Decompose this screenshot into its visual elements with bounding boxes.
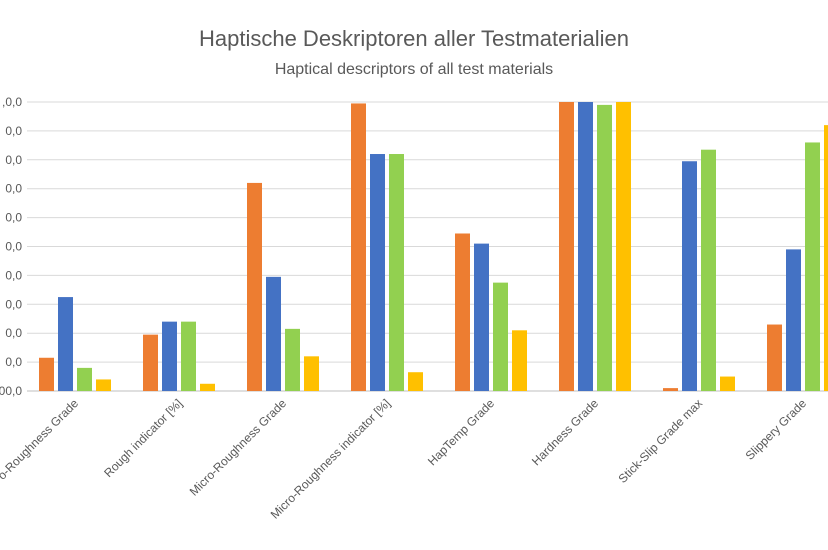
chart-title: Haptische Deskriptoren aller Testmateria… [198,26,629,51]
y-tick-label: 0,0 [5,182,22,196]
bar [578,102,593,391]
bar [266,276,281,391]
bar [39,357,54,391]
y-tick-label: 0,0 [5,297,22,311]
bar [805,142,820,391]
bar [512,330,527,391]
x-category-label: Micro-Roughness Grade [187,396,290,499]
bar [474,243,489,391]
bar [96,379,111,391]
bar [824,125,828,392]
bar [162,321,177,391]
bar [701,149,716,391]
bar [389,154,404,391]
x-category-label: HapTemp Grade [425,396,497,468]
x-axis-category-labels: o-Roughness Grade Rough indicator [%] Micr… [0,396,809,522]
x-category-label: o-Roughness Grade [0,396,81,483]
bar [200,383,215,391]
x-category-label: Hardness Grade [529,396,601,468]
bar [682,161,697,391]
bar [597,104,612,391]
bar [77,367,92,391]
bar [285,328,300,391]
y-axis-tick-labels: 00,0 0,0 0,0 0,0 0,0 0,0 0,0 0,0 0,0 0,0 ,0,0 [0,95,22,398]
y-tick-label: ,0,0 [2,95,22,109]
y-tick-label: 0,0 [5,124,22,138]
bar [143,334,158,391]
bar [767,324,782,391]
y-tick-label: 0,0 [5,326,22,340]
bar [408,372,423,391]
bar [351,103,366,391]
bar [304,356,319,391]
bar [559,102,574,391]
x-category-label: Stick-Slip Grade max [616,396,706,486]
bar [786,249,801,391]
bar [720,376,735,391]
bar [247,182,262,391]
y-tick-label: 0,0 [5,211,22,225]
bar [455,233,470,391]
x-category-label: Micro-Roughness indicator [%] [268,396,393,521]
x-category-label: Rough indicator [%] [101,396,185,480]
bar [663,388,678,391]
bar [181,321,196,391]
x-category-label: Slippery Grade [743,396,810,463]
y-tick-label: 0,0 [5,268,22,282]
y-tick-label: 00,0 [0,384,22,398]
bar [58,297,73,391]
y-tick-label: 0,0 [5,355,22,369]
bar [370,154,385,391]
bar [493,282,508,391]
bars [39,102,828,392]
chart-subtitle: Haptical descriptors of all test materia… [274,61,554,78]
bar [616,102,631,391]
y-tick-label: 0,0 [5,153,22,167]
y-tick-label: 0,0 [5,240,22,254]
